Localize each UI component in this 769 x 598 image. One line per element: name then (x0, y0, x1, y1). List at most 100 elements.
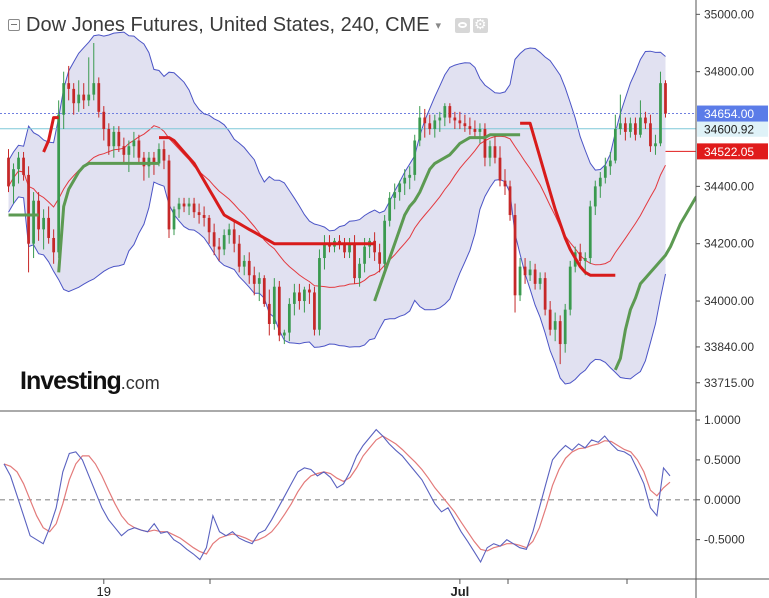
price-tick-label: 33715.00 (704, 376, 754, 390)
candle-body (132, 140, 136, 147)
candle (72, 83, 76, 115)
candle (187, 197, 191, 216)
candle (563, 303, 567, 353)
oscillator-tick-label: 0.5000 (704, 453, 741, 467)
candle (197, 203, 201, 224)
candle-body (177, 203, 181, 210)
candle (122, 137, 126, 164)
supertrend-up-segment (373, 133, 521, 302)
candle-body (363, 246, 366, 264)
candle (47, 206, 51, 244)
settings-gear-icon[interactable] (473, 16, 489, 33)
candle-body (92, 83, 96, 95)
price-tick-label: 34000.00 (704, 294, 754, 308)
candle-body (583, 258, 587, 261)
candle (413, 134, 417, 181)
candle-body (388, 197, 392, 221)
candle-body (598, 177, 602, 187)
candle-body (237, 243, 241, 267)
candle-body (172, 209, 176, 230)
supertrend-down-segment (520, 121, 616, 277)
oscillator-slow-line (3, 435, 671, 555)
price-label-supertrend: 34522.05 (704, 145, 754, 159)
candle (22, 151, 25, 181)
candle-body (518, 266, 522, 296)
candle (217, 237, 221, 261)
candle (593, 180, 597, 216)
candle (282, 329, 286, 345)
candle-body (182, 203, 186, 207)
candle (237, 235, 241, 273)
candle-body (413, 140, 417, 175)
candle-body (548, 309, 552, 330)
candle (528, 260, 532, 281)
candle-body (242, 260, 246, 267)
candle (478, 123, 482, 144)
visibility-icon[interactable] (455, 17, 471, 33)
candle-body (629, 123, 632, 132)
candle-body (282, 332, 286, 336)
candle-body (313, 292, 316, 330)
candle (533, 263, 537, 290)
bollinger-band-fill (8, 32, 666, 384)
candle-body (192, 203, 196, 213)
candle-body (468, 126, 472, 130)
candle (252, 266, 256, 296)
candle (659, 71, 662, 147)
candle (613, 114, 617, 164)
candle (443, 103, 447, 127)
candle (262, 275, 266, 307)
candle (408, 166, 412, 190)
candle (383, 215, 387, 270)
candle-body (267, 303, 271, 324)
candle-body (47, 217, 51, 238)
candle (403, 169, 407, 195)
candle-body (72, 88, 76, 104)
candle-body (483, 129, 487, 158)
candle-body (247, 260, 251, 276)
candle (77, 80, 81, 112)
candle-body (348, 243, 351, 253)
candle-body (62, 83, 66, 115)
candle-body (433, 120, 437, 130)
candle (664, 80, 667, 118)
candle (468, 117, 472, 135)
candle (227, 223, 231, 244)
candle-body (87, 94, 91, 101)
candle-body (308, 289, 311, 293)
candle-body (27, 174, 30, 244)
candle-body (523, 266, 527, 276)
candle-body (137, 140, 141, 158)
candle (558, 315, 562, 365)
candle (398, 180, 402, 201)
candle (87, 57, 91, 107)
candle (649, 114, 652, 152)
candle-body (257, 278, 261, 284)
candle (272, 278, 276, 330)
candle (503, 169, 507, 195)
candle-body (659, 83, 662, 144)
candle-body (644, 117, 647, 124)
collapse-icon[interactable] (8, 19, 20, 31)
candle-body (558, 321, 562, 345)
candle-body (568, 266, 572, 310)
candle-body (207, 217, 211, 233)
candle-body (398, 183, 402, 193)
candle (654, 134, 657, 155)
candle-body (112, 131, 116, 147)
candle (232, 220, 236, 253)
candle (112, 126, 116, 158)
chevron-down-icon[interactable]: ▾ (435, 19, 442, 32)
candle (32, 192, 35, 259)
candle-body (32, 200, 35, 244)
candle (493, 134, 497, 164)
candle (378, 243, 382, 273)
candle-body (649, 123, 652, 147)
candle (358, 258, 361, 287)
chart-header: Dow Jones Futures, United States, 240, C… (8, 12, 491, 38)
oscillator-tick-label: -0.5000 (704, 533, 745, 547)
candle (639, 100, 642, 138)
candle (27, 166, 30, 273)
candle-body (102, 111, 106, 130)
